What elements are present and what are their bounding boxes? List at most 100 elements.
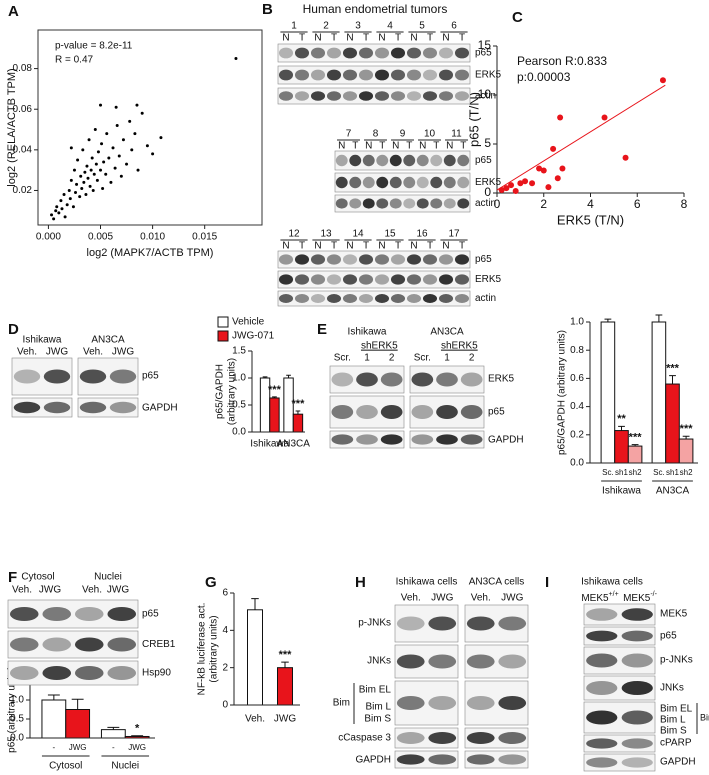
y-tick-label: 10 [478, 87, 492, 101]
band [454, 294, 470, 303]
lane-label: N [446, 141, 453, 152]
band [109, 401, 137, 414]
bar-label: JWG [128, 743, 146, 752]
x-tick-label: 0.000 [36, 232, 61, 243]
band [362, 176, 375, 189]
panel-letter: H [355, 574, 366, 591]
x-tick-label: 2 [540, 197, 547, 211]
band [406, 91, 422, 101]
band [406, 69, 422, 81]
band [278, 254, 294, 265]
point [93, 128, 97, 132]
band-label: GAPDH [142, 403, 178, 414]
blot [277, 65, 471, 85]
y-tick-label: 0.04 [13, 144, 33, 155]
point [78, 195, 82, 199]
band [390, 69, 406, 81]
band [389, 176, 402, 189]
x-tick-label: 0.015 [192, 232, 217, 243]
significance: *** [680, 423, 694, 435]
cell-line-label: Ishikawa cells [396, 577, 458, 588]
tumor-number: 6 [451, 21, 457, 32]
band [376, 176, 389, 189]
point [81, 148, 85, 152]
lane-label: MEK5-/- [623, 591, 658, 603]
panel-letter: C [512, 9, 523, 26]
point [503, 185, 510, 192]
lane-label: N [419, 141, 426, 152]
band [396, 654, 425, 669]
lane-label: Veh. [82, 585, 102, 596]
band [326, 274, 342, 285]
band [460, 405, 483, 419]
band [358, 274, 374, 285]
point [159, 136, 163, 140]
x-tick-label: 4 [587, 197, 594, 211]
band [586, 757, 618, 768]
band [443, 154, 456, 167]
band [358, 69, 374, 81]
band-label: JNKs [660, 683, 684, 694]
y-tick-label: 0.0 [10, 733, 24, 744]
lane-label: N [365, 141, 372, 152]
band [326, 254, 342, 265]
lane-label: T [395, 33, 401, 44]
point [101, 186, 105, 190]
band [358, 294, 374, 303]
point [71, 205, 75, 209]
band [376, 154, 389, 167]
band [374, 91, 390, 101]
point [87, 138, 91, 142]
tumor-number: 17 [448, 229, 460, 240]
band [411, 434, 434, 445]
point [601, 114, 608, 121]
bar [627, 445, 643, 464]
band-label: Bim L [365, 702, 391, 713]
point [517, 180, 524, 187]
significance: * [135, 723, 140, 735]
plot-frame [37, 29, 263, 226]
tumor-number: 3 [355, 21, 361, 32]
band [326, 47, 342, 59]
band-label: Bim EL [359, 685, 392, 696]
band [457, 176, 470, 189]
band [374, 69, 390, 81]
point [136, 168, 140, 172]
band [380, 434, 403, 445]
band-label: actin [475, 91, 496, 102]
y-axis-label: p65 (arbitrary units) [7, 666, 18, 753]
significance: *** [279, 649, 293, 661]
cell-line-label: AN3CA [430, 327, 464, 338]
point [95, 178, 99, 182]
y-tick-label: 5 [484, 136, 491, 150]
band-label: JNKs [367, 656, 391, 667]
band [335, 176, 348, 189]
bar [41, 699, 67, 739]
error-bar [295, 410, 301, 415]
lane-label: T [395, 241, 401, 252]
band [428, 654, 457, 669]
error-bar [262, 376, 268, 378]
band [454, 91, 470, 101]
band [466, 616, 495, 631]
error-bar [669, 375, 676, 385]
point [111, 146, 115, 150]
cell-line-label: Ishikawa [23, 335, 62, 346]
band-label: p-JNKs [660, 655, 693, 666]
bar-label: Sc. [602, 468, 614, 477]
band [374, 254, 390, 265]
category-label: Cytosol [49, 761, 82, 772]
band [460, 434, 483, 445]
band-label: p65 [475, 48, 492, 59]
fraction-label: Cytosol [21, 572, 54, 583]
y-tick-label: 0.08 [13, 63, 33, 74]
lane-label: 1 [444, 353, 450, 364]
lane-label: Veh. [471, 593, 491, 604]
x-tick-label: 0.010 [140, 232, 165, 243]
category-label: Nuclei [111, 761, 139, 772]
band [374, 47, 390, 59]
band [79, 369, 107, 384]
error-bar [682, 435, 690, 440]
x-axis-label: ERK5 (T/N) [557, 212, 624, 227]
band [294, 254, 310, 265]
